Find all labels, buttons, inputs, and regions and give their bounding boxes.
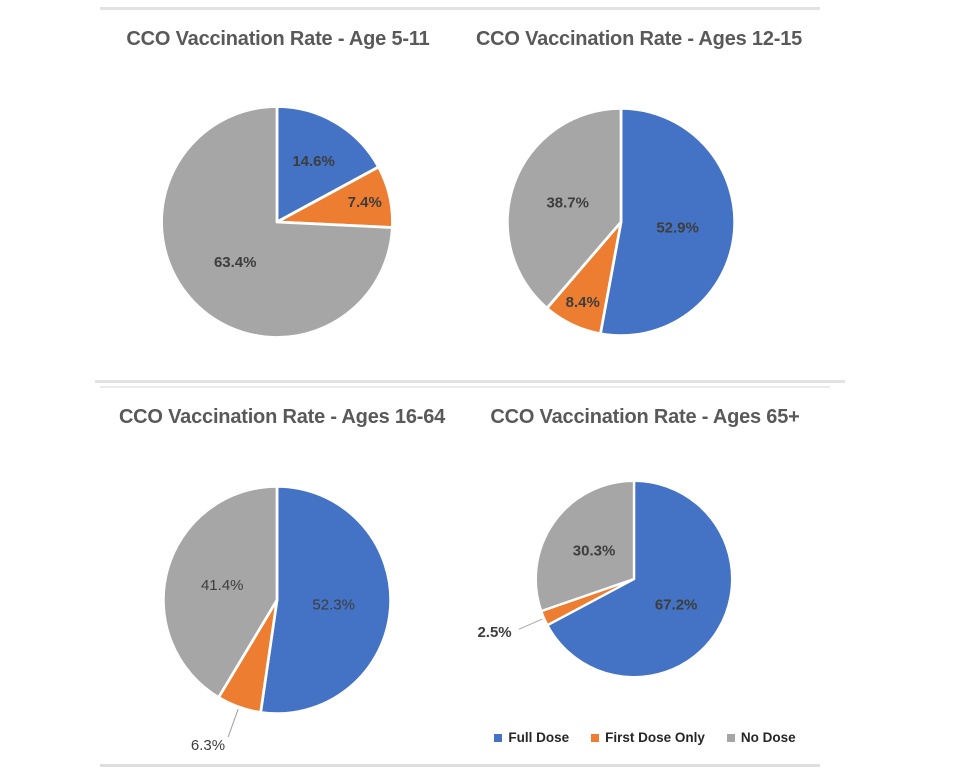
legend-label-full-dose: Full Dose [508, 730, 570, 745]
pie-slice-full-dose [546, 479, 734, 679]
pie-slice-no-dose [162, 485, 279, 699]
data-label: 14.6% [292, 153, 335, 170]
legend-label-no-dose: No Dose [740, 730, 796, 745]
pie-chart-ages-65-plus: 67.2% 2.5% 30.3% [477, 479, 734, 679]
chart-title-age-5-11: CCO Vaccination Rate - Age 5-11 [126, 28, 430, 50]
legend-label-first-dose-only: First Dose Only [605, 730, 705, 745]
leader-line [227, 709, 239, 738]
legend-item-first-dose-only: First Dose Only [591, 730, 705, 745]
data-label: 52.9% [656, 219, 699, 236]
chart-title-ages-65-plus: CCO Vaccination Rate - Ages 65+ [490, 406, 800, 428]
data-label: 2.5% [477, 624, 511, 641]
data-label: 63.4% [214, 254, 257, 271]
separator-middle-lower [100, 386, 830, 388]
data-label: 30.3% [573, 543, 616, 560]
pie-slice-no-dose [506, 107, 623, 310]
chart-title-ages-16-64: CCO Vaccination Rate - Ages 16-64 [118, 406, 446, 428]
legend-swatch-first-dose-only [591, 733, 600, 742]
separator-middle-upper [95, 380, 845, 383]
pie-slice-no-dose [534, 479, 636, 613]
separator-bottom [100, 764, 820, 767]
data-label: 38.7% [546, 194, 589, 211]
pie-slice-full-dose [259, 485, 392, 715]
data-label: 52.3% [312, 596, 355, 613]
pie-chart-ages-12-15: 52.9% 8.4% 38.7% [506, 107, 736, 337]
legend: Full Dose First Dose Only No Dose [470, 730, 820, 745]
pie-slice-no-dose [160, 105, 394, 339]
pie-slice-full-dose [275, 105, 380, 224]
pie-slice-full-dose [599, 107, 736, 337]
chart-title-ages-12-15: CCO Vaccination Rate - Ages 12-15 [475, 28, 803, 50]
data-label: 7.4% [348, 194, 382, 211]
separator-top [100, 7, 820, 10]
data-label: 6.3% [191, 737, 225, 754]
legend-swatch-no-dose [726, 733, 735, 742]
data-label: 8.4% [566, 294, 600, 311]
data-label: 41.4% [201, 577, 244, 594]
pie-chart-ages-16-64: 52.3% 6.3% 41.4% [162, 485, 392, 754]
data-label: 67.2% [655, 597, 698, 614]
leader-line [518, 618, 543, 630]
pie-chart-age-5-11: 14.6% 7.4% 63.4% [160, 105, 394, 339]
legend-item-no-dose: No Dose [726, 730, 796, 745]
legend-swatch-full-dose [494, 733, 503, 742]
legend-item-full-dose: Full Dose [494, 730, 569, 745]
